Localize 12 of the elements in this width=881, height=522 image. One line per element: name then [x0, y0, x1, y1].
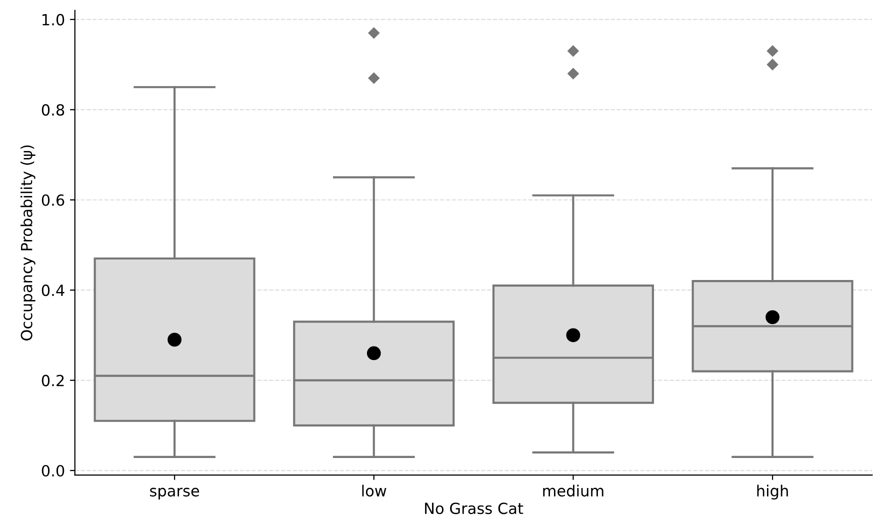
x-tick-label: high — [757, 484, 788, 500]
y-tick-label: 0.0 — [42, 464, 64, 477]
y-axis-title: Occupancy Probability (ψ) — [20, 145, 36, 340]
x-tick-label: medium — [543, 484, 604, 497]
y-tick-label: 0.6 — [42, 194, 64, 206]
y-tick-label: 0.8 — [42, 104, 64, 116]
y-tick-label: 0.2 — [42, 374, 64, 386]
y-tick-label: 1.0 — [42, 14, 64, 26]
x-tick-label: sparse — [150, 488, 200, 500]
x-axis-title: No Grass Cat — [425, 502, 524, 514]
x-tick-label: low — [362, 484, 386, 497]
y-tick-label: 0.4 — [42, 284, 64, 296]
